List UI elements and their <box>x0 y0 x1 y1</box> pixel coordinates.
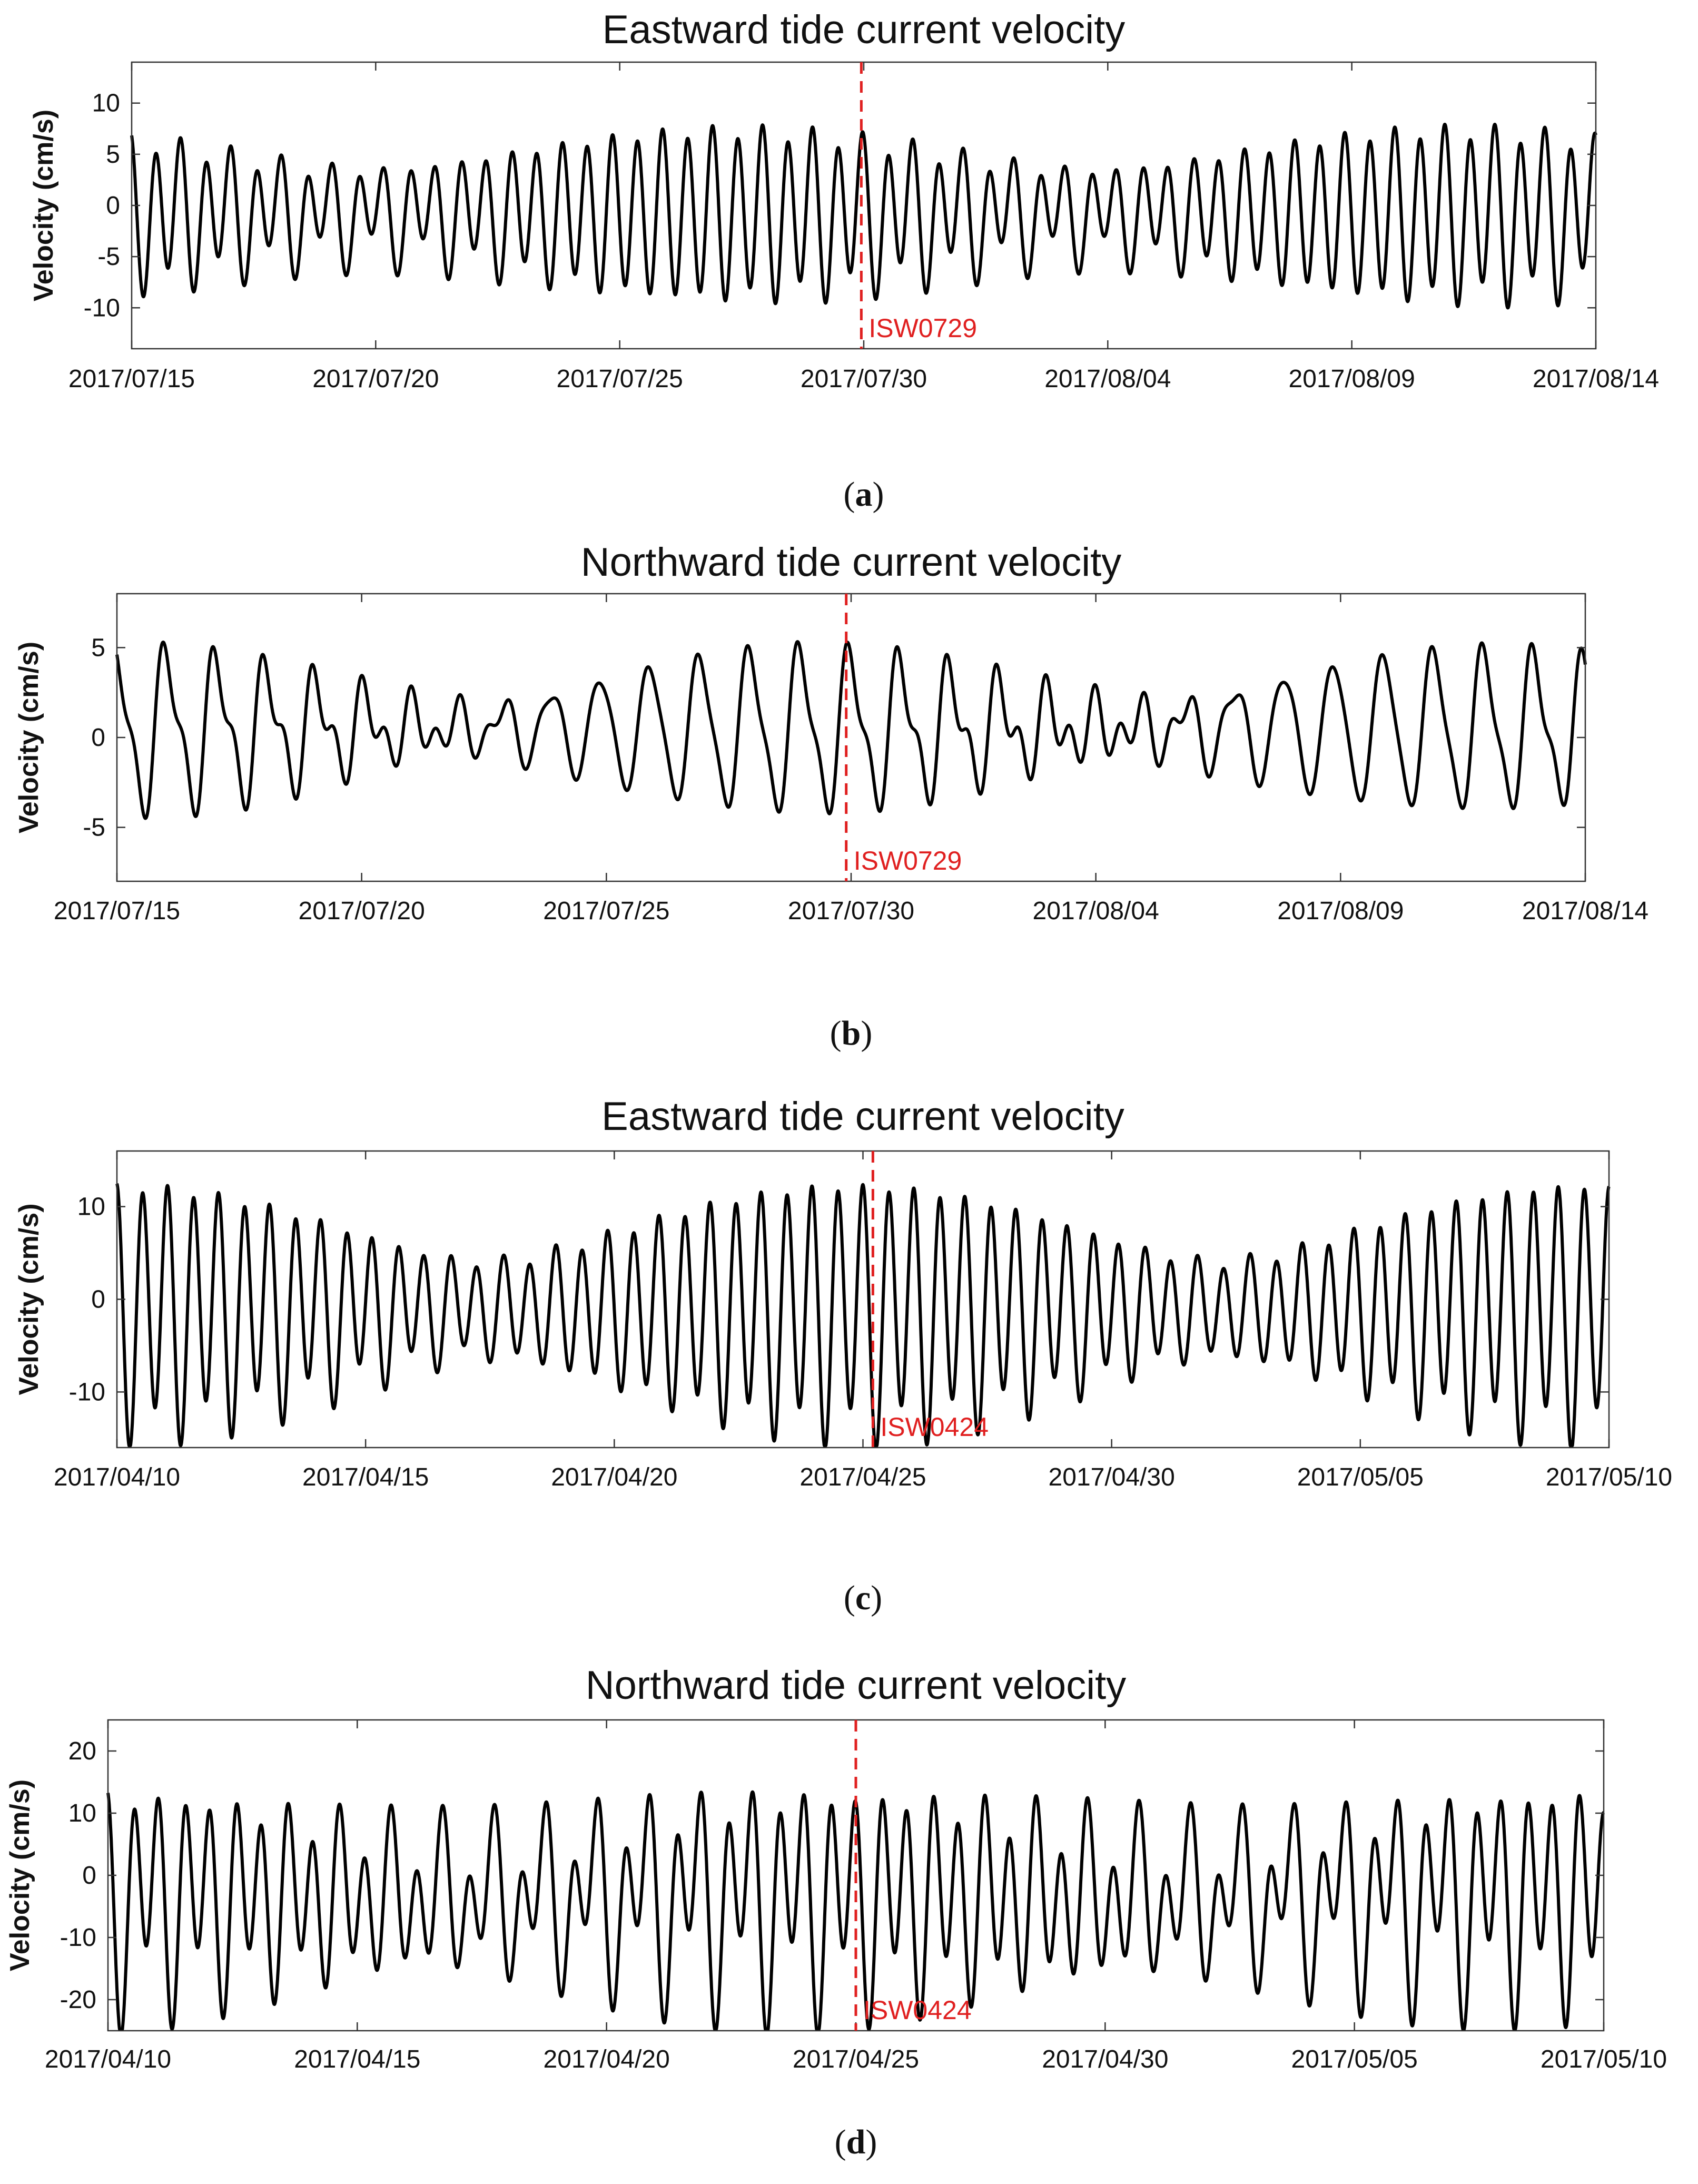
series-line-c <box>115 1183 1611 1448</box>
y-tick-label: 10 <box>92 90 120 117</box>
event-marker-label: ISW0729 <box>868 313 977 343</box>
y-tick-label: -20 <box>60 1986 96 2014</box>
chart-title: Eastward tide current velocity <box>601 1094 1124 1139</box>
x-tick-label: 2017/08/14 <box>1533 365 1659 393</box>
y-tick-label: 0 <box>106 192 120 220</box>
y-tick-label: 0 <box>91 1286 105 1314</box>
panel-caption: (d) <box>835 2123 877 2161</box>
chart-title: Northward tide current velocity <box>586 1663 1126 1708</box>
event-marker-label: ISW0424 <box>863 1995 972 2025</box>
y-tick-label: 10 <box>68 1799 96 1827</box>
y-axis-label: Velocity (cm/s) <box>5 1779 35 1971</box>
y-tick-label: 0 <box>91 724 105 752</box>
y-axis-label: Velocity (cm/s) <box>28 110 59 301</box>
x-tick-label: 2017/04/25 <box>799 1463 926 1491</box>
y-tick-label: -5 <box>83 814 105 842</box>
x-tick-label: 2017/07/25 <box>543 897 669 925</box>
x-tick-label: 2017/07/20 <box>312 365 439 393</box>
x-tick-label: 2017/08/14 <box>1522 897 1648 925</box>
chart-panel-c: Eastward tide current velocity Velocity (… <box>0 1094 1698 1654</box>
x-tick-label: 2017/05/05 <box>1297 1463 1424 1491</box>
x-tick-label: 2017/04/30 <box>1049 1463 1175 1491</box>
chart-d: Northward tide current velocity Velocity … <box>5 1663 1667 2161</box>
y-tick-label: -5 <box>97 243 120 271</box>
chart-title: Northward tide current velocity <box>581 540 1121 585</box>
event-marker-label: ISW0424 <box>880 1412 989 1442</box>
y-axis-label: Velocity (cm/s) <box>14 1203 44 1395</box>
x-tick-label: 2017/04/30 <box>1042 2045 1168 2073</box>
chart-a: Eastward tide current velocity Velocity (… <box>28 7 1659 514</box>
x-tick-label: 2017/08/09 <box>1289 365 1415 393</box>
y-tick-label: 10 <box>77 1193 105 1221</box>
y-tick-label: 5 <box>91 634 105 662</box>
series-line-b <box>115 640 1587 820</box>
x-tick-label: 2017/07/30 <box>801 365 927 393</box>
y-tick-label: -10 <box>60 1924 96 1952</box>
x-tick-label: 2017/08/04 <box>1033 897 1159 925</box>
y-tick-label: -10 <box>69 1378 105 1406</box>
x-tick-label: 2017/04/25 <box>793 2045 919 2073</box>
panel-caption: (b) <box>830 1014 873 1052</box>
series-line-a <box>130 123 1597 310</box>
chart-b: Northward tide current velocity Velocity … <box>14 540 1648 1052</box>
x-tick-label: 2017/04/15 <box>302 1463 429 1491</box>
x-tick-label: 2017/05/10 <box>1541 2045 1667 2073</box>
chart-title: Eastward tide current velocity <box>603 7 1126 52</box>
y-tick-label: -10 <box>84 294 120 322</box>
x-tick-label: 2017/05/05 <box>1291 2045 1418 2073</box>
x-tick-label: 2017/07/30 <box>788 897 914 925</box>
y-tick-label: 20 <box>68 1737 96 1765</box>
y-axis-label: Velocity (cm/s) <box>14 642 44 833</box>
y-tick-label: 5 <box>106 141 120 169</box>
x-tick-label: 2017/04/10 <box>54 1463 180 1491</box>
chart-c: Eastward tide current velocity Velocity (… <box>14 1094 1672 1617</box>
y-tick-label: 0 <box>82 1862 96 1890</box>
x-tick-label: 2017/08/09 <box>1277 897 1404 925</box>
x-tick-label: 2017/04/20 <box>551 1463 677 1491</box>
x-tick-label: 2017/08/04 <box>1044 365 1171 393</box>
x-tick-label: 2017/07/15 <box>54 897 180 925</box>
chart-panel-d: Northward tide current velocity Velocity … <box>0 1654 1698 2184</box>
x-tick-label: 2017/07/25 <box>557 365 683 393</box>
x-tick-label: 2017/05/10 <box>1546 1463 1672 1491</box>
x-tick-label: 2017/04/15 <box>294 2045 420 2073</box>
x-tick-label: 2017/07/20 <box>299 897 425 925</box>
chart-panel-b: Northward tide current velocity Velocity … <box>0 540 1698 1096</box>
x-tick-label: 2017/04/20 <box>544 2045 670 2073</box>
event-marker-label: ISW0729 <box>854 846 962 875</box>
x-tick-label: 2017/04/10 <box>45 2045 171 2073</box>
panel-caption: (c) <box>844 1579 882 1617</box>
x-tick-label: 2017/07/15 <box>68 365 195 393</box>
panel-caption: (a) <box>844 475 884 514</box>
chart-panel-a: Eastward tide current velocity Velocity (… <box>0 0 1698 550</box>
